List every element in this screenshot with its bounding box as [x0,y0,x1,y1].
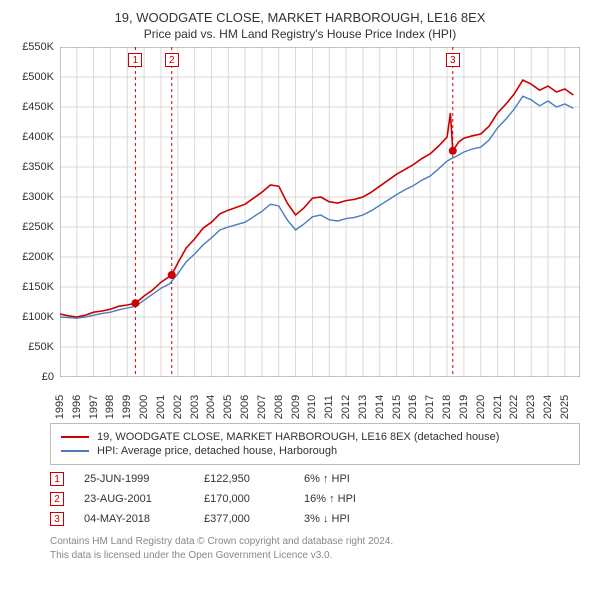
event-row: 3 04-MAY-2018 £377,000 3% ↓ HPI [50,509,580,529]
y-tick-label: £100K [10,311,54,323]
x-tick-label: 1996 [71,395,83,419]
x-tick-label: 1999 [121,395,133,419]
x-tick-label: 2020 [475,395,487,419]
event-row: 2 23-AUG-2001 £170,000 16% ↑ HPI [50,489,580,509]
footer-line-2: This data is licensed under the Open Gov… [50,549,580,563]
y-tick-label: £450K [10,101,54,113]
x-tick-label: 2019 [458,395,470,419]
chart-area: £0 £50K £100K £150K £200K £250K £300K £350K £400… [10,47,590,417]
x-tick-label: 1997 [88,395,100,419]
x-tick-label: 2012 [340,395,352,419]
chart-svg [60,47,580,377]
footer-line-1: Contains HM Land Registry data © Crown c… [50,535,580,549]
event-date: 23-AUG-2001 [84,493,184,505]
x-tick-label: 1995 [54,395,66,419]
event-date: 25-JUN-1999 [84,473,184,485]
x-tick-label: 2009 [290,395,302,419]
x-tick-label: 2000 [138,395,150,419]
event-delta: 6% ↑ HPI [304,473,394,485]
legend-label: HPI: Average price, detached house, Harb… [97,445,337,457]
x-tick-label: 2004 [205,395,217,419]
event-marker: 1 [128,53,142,67]
event-price: £122,950 [204,473,284,485]
x-tick-label: 2023 [525,395,537,419]
event-delta: 3% ↓ HPI [304,513,394,525]
legend-label: 19, WOODGATE CLOSE, MARKET HARBOROUGH, L… [97,431,499,443]
legend-item: HPI: Average price, detached house, Harb… [61,444,569,458]
legend-swatch [61,450,89,452]
x-tick-label: 2001 [155,395,167,419]
event-marker: 3 [446,53,460,67]
chart-container: 19, WOODGATE CLOSE, MARKET HARBOROUGH, L… [0,0,600,570]
event-index: 1 [50,472,64,486]
y-tick-label: £300K [10,191,54,203]
y-tick-label: £200K [10,251,54,263]
event-price: £377,000 [204,513,284,525]
x-tick-label: 2021 [492,395,504,419]
x-tick-label: 1998 [104,395,116,419]
x-tick-label: 2007 [256,395,268,419]
event-row: 1 25-JUN-1999 £122,950 6% ↑ HPI [50,469,580,489]
event-table: 1 25-JUN-1999 £122,950 6% ↑ HPI 2 23-AUG-2001… [50,469,580,529]
y-tick-label: £150K [10,281,54,293]
x-tick-label: 2022 [508,395,520,419]
event-date: 04-MAY-2018 [84,513,184,525]
legend-item: 19, WOODGATE CLOSE, MARKET HARBOROUGH, L… [61,430,569,444]
x-tick-label: 2016 [407,395,419,419]
x-tick-label: 2010 [306,395,318,419]
x-tick-label: 2008 [273,395,285,419]
x-tick-label: 2003 [189,395,201,419]
x-tick-label: 2015 [391,395,403,419]
x-tick-label: 2013 [357,395,369,419]
legend: 19, WOODGATE CLOSE, MARKET HARBOROUGH, L… [50,423,580,465]
y-tick-label: £350K [10,161,54,173]
chart-title: 19, WOODGATE CLOSE, MARKET HARBOROUGH, L… [10,10,590,25]
event-price: £170,000 [204,493,284,505]
footer: Contains HM Land Registry data © Crown c… [50,535,580,562]
y-tick-label: £250K [10,221,54,233]
x-tick-label: 2024 [542,395,554,419]
y-tick-label: £0 [10,371,54,383]
x-tick-label: 2017 [424,395,436,419]
chart-subtitle: Price paid vs. HM Land Registry's House … [10,27,590,41]
y-tick-label: £400K [10,131,54,143]
x-tick-label: 2014 [374,395,386,419]
x-tick-label: 2011 [323,395,335,419]
event-index: 2 [50,492,64,506]
legend-swatch [61,436,89,438]
y-tick-label: £550K [10,41,54,53]
x-tick-label: 2002 [172,395,184,419]
x-tick-label: 2018 [441,395,453,419]
event-delta: 16% ↑ HPI [304,493,394,505]
x-tick-label: 2006 [239,395,251,419]
x-tick-label: 2005 [222,395,234,419]
y-tick-label: £50K [10,341,54,353]
event-marker: 2 [165,53,179,67]
x-tick-label: 2025 [559,395,571,419]
event-index: 3 [50,512,64,526]
y-tick-label: £500K [10,71,54,83]
